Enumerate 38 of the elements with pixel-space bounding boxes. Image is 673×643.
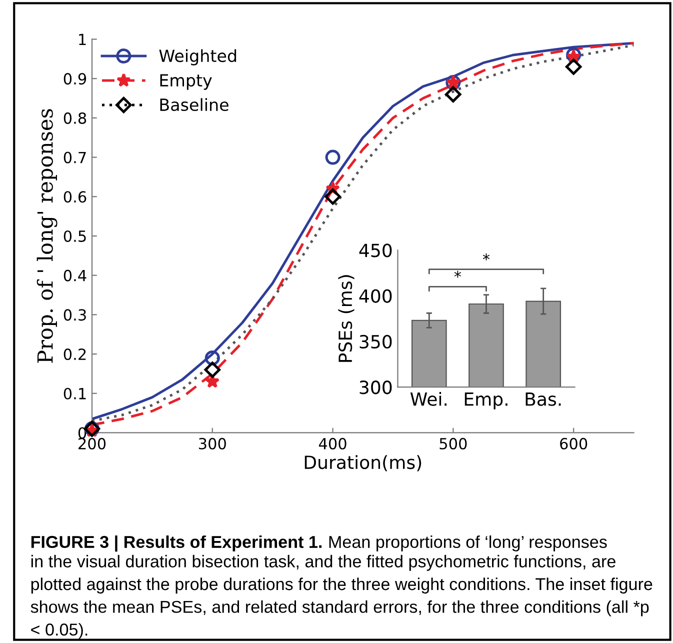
y-tick-label: 0.5 bbox=[64, 230, 86, 242]
y-tick-label: 0.4 bbox=[64, 270, 86, 282]
legend-label: Baseline bbox=[160, 98, 228, 112]
y-tick-label: 0.3 bbox=[64, 309, 86, 321]
text: in the visual duration bisection task, and the fitted psychometric functions, are plotted against the probe durations for the three weight conditions. The inset figure shows the mean PSEs, and related standard errors, for the three conditions (all *p < 0.05). bbox=[30, 554, 652, 640]
y-tick-label: 0.7 bbox=[64, 152, 86, 164]
point bbox=[445, 86, 462, 102]
annotation: * bbox=[482, 253, 490, 260]
y-tick-label: 0.6 bbox=[64, 191, 86, 203]
x-tick-label: 400 bbox=[318, 438, 346, 450]
y-axis-title: Prop. of ' long' reponses bbox=[36, 109, 58, 363]
y-tick-label: 0.1 bbox=[64, 388, 86, 400]
x-axis-title: Duration(ms) bbox=[304, 455, 422, 472]
point bbox=[565, 58, 582, 75]
y-axis-title: PSEs (ms) bbox=[338, 275, 354, 362]
y-tick-label: 0.8 bbox=[64, 112, 86, 124]
y-tick-label: 400 bbox=[359, 289, 392, 303]
y-tick-label: 350 bbox=[360, 334, 392, 349]
point bbox=[325, 150, 340, 165]
x-tick-label: Wei. bbox=[410, 392, 447, 406]
legend-label: Empty bbox=[160, 74, 212, 90]
x-tick-label: 200 bbox=[78, 438, 106, 450]
x-tick-label: Bas. bbox=[526, 392, 561, 406]
y-tick-label: 0.9 bbox=[64, 73, 86, 85]
caption: FIGURE 3 | Results of Experiment 1. bbox=[31, 535, 322, 552]
y-tick-label: 450 bbox=[359, 244, 392, 258]
x-tick-label: 500 bbox=[440, 438, 467, 450]
x-tick-label: Emp. bbox=[464, 392, 508, 410]
y-tick-label: 0.2 bbox=[64, 348, 86, 360]
x-tick-label: 300 bbox=[198, 438, 226, 450]
y-tick-label: 300 bbox=[360, 380, 392, 394]
text: Mean proportions of ‘long’ responses bbox=[329, 535, 607, 552]
annotation: * bbox=[454, 270, 462, 278]
x-tick-label: 600 bbox=[560, 438, 588, 450]
legend-label: Weighted bbox=[159, 49, 236, 66]
point bbox=[324, 188, 341, 205]
y-tick-label: 1 bbox=[79, 34, 86, 46]
point bbox=[204, 362, 221, 378]
